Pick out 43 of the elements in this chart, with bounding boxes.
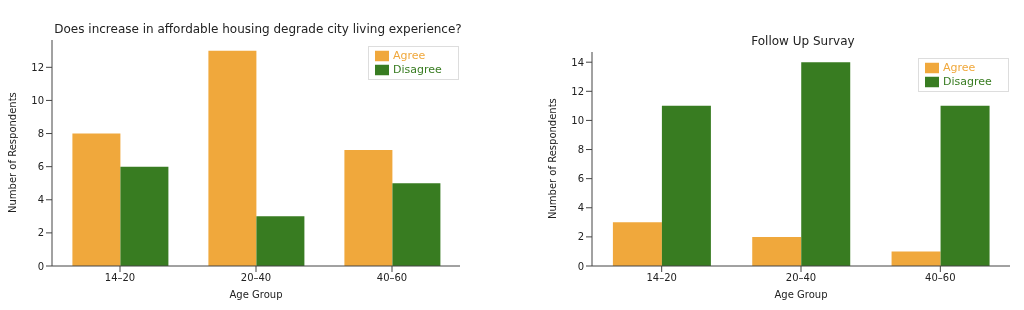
y-tick-label: 6 [37, 161, 44, 173]
legend-label: Agree [393, 49, 426, 62]
bar [801, 62, 851, 266]
chart-title: Follow Up Survay [750, 34, 856, 50]
x-tick-label: 14–20 [646, 272, 677, 284]
y-tick-label: 12 [31, 61, 44, 73]
y-tick-label: 2 [37, 227, 44, 239]
bar [344, 150, 393, 266]
x-axis-title: Age Group [774, 289, 828, 300]
x-axis-title: Age Group [229, 289, 283, 300]
x-tick-label: 40–60 [925, 272, 956, 284]
x-tick-label: 14–20 [104, 272, 136, 284]
bar [891, 251, 941, 266]
bar [208, 50, 257, 266]
bar [752, 236, 802, 266]
bar [392, 183, 441, 266]
y-tick-label: 10 [31, 94, 44, 106]
x-tick-label: 20–40 [240, 272, 272, 284]
bar [612, 222, 662, 266]
y-tick-label: 0 [37, 260, 44, 272]
bar [256, 216, 305, 266]
y-tick-label: 4 [37, 194, 44, 206]
bar [661, 105, 711, 266]
legend-label: Agree [943, 61, 976, 74]
chart-title: Does increase in affordable housing degrade city living experience? [53, 22, 463, 38]
y-axis-title: Number of Respondents [6, 92, 18, 213]
y-tick-label: 8 [37, 128, 44, 140]
y-tick-label: 2 [577, 231, 584, 243]
legend-label: Disagree [393, 63, 442, 76]
y-tick-label: 12 [571, 85, 584, 97]
bar [120, 166, 169, 266]
x-tick-label: 20–40 [785, 272, 817, 284]
y-tick-label: 0 [577, 260, 584, 272]
legend-label: Disagree [943, 75, 992, 88]
y-tick-label: 10 [571, 114, 584, 126]
x-tick-label: 40–60 [376, 272, 408, 284]
bar [940, 105, 990, 266]
bar [72, 133, 121, 266]
y-tick-label: 6 [577, 173, 584, 185]
y-tick-label: 14 [571, 56, 584, 68]
y-tick-label: 8 [577, 144, 584, 156]
y-axis-title: Number of Respondents [546, 98, 558, 219]
y-tick-label: 4 [577, 202, 584, 214]
